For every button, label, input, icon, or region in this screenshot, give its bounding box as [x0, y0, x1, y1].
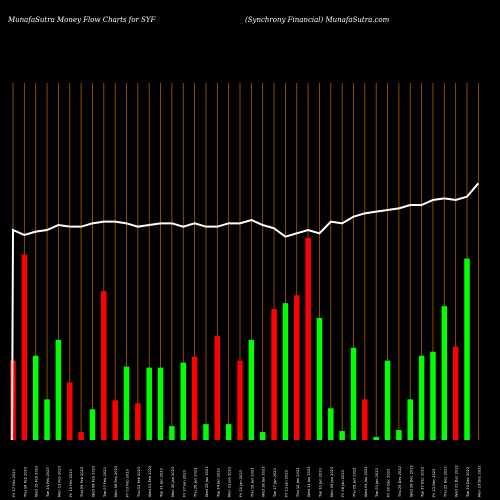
bar-mark — [44, 399, 50, 440]
bar-mark — [407, 399, 413, 440]
bar-mark — [316, 318, 323, 440]
bar-mark — [464, 258, 470, 440]
x-tick-label: Thu 02 Feb 2023 — [137, 467, 141, 498]
x-tick-label: Wed 25 Jan 2023 — [205, 466, 209, 497]
bar-mark — [78, 432, 84, 440]
x-tick-label: Tue 27 Dec 2022 — [421, 467, 425, 498]
x-tick-label: Fri 10 Feb 2023 — [69, 469, 73, 497]
bar-mark — [237, 360, 243, 440]
bar-mark — [248, 339, 255, 440]
bar-mark — [135, 403, 141, 440]
x-tick-label: Wed 01 Feb 2023 — [148, 466, 152, 497]
x-tick-label: Wed 11 Jan 2023 — [307, 466, 311, 497]
x-tick-label: Thu 09 Feb 2023 — [80, 467, 84, 498]
bar-mark — [89, 409, 96, 440]
x-tick-label: Thu 05 Jan 2023 — [353, 468, 357, 498]
x-tick-label: Fri 30 Dec 2022 — [387, 469, 391, 497]
x-tick-label: Mon 06 Feb 2023 — [114, 466, 118, 497]
x-tick-label: Fri 17 Feb 2023 — [12, 469, 16, 497]
x-tick-label: Thu 22 Dec 2022 — [443, 466, 447, 498]
bar-mark — [180, 362, 186, 440]
x-tick-label: Mon 23 Jan 2023 — [228, 467, 232, 497]
bar-mark — [259, 432, 266, 440]
bar-mark — [191, 356, 198, 440]
bar-mark — [305, 237, 311, 440]
x-tick-label: Wed 18 Jan 2023 — [262, 466, 266, 497]
bar-mark — [362, 399, 368, 440]
bar-mark — [328, 408, 334, 440]
bar-mark — [32, 355, 39, 440]
bar-mark — [396, 430, 402, 440]
x-tick-label: Thu 26 Jan 2023 — [194, 468, 198, 498]
bar-mark — [225, 424, 232, 440]
x-tick-label: Tue 24 Jan 2023 — [216, 468, 220, 498]
chart-subtitle: (Synchrony Financial) MunafaSutra.com — [245, 16, 390, 24]
x-tick-label: Tue 14 Feb 2023 — [46, 467, 50, 498]
x-tick-label: Wed 04 Jan 2023 — [364, 466, 368, 497]
bar-series — [10, 237, 470, 440]
bar-mark — [373, 437, 379, 440]
bar-mark — [112, 400, 118, 440]
x-tick-label: Tue 17 Jan 2023 — [273, 468, 277, 498]
x-tick-label: Fri 20 Jan 2023 — [239, 470, 243, 497]
bar-mark — [282, 303, 289, 440]
x-tick-label: Mon 19 Dec 2022 — [477, 465, 481, 497]
bar-mark — [430, 351, 436, 440]
x-tick-label: Tue 31 Jan 2023 — [160, 468, 164, 498]
x-tick-label: Mon 30 Jan 2023 — [171, 467, 175, 497]
x-tick-label: Fri 06 Jan 2023 — [341, 470, 345, 497]
bar-mark — [55, 339, 62, 440]
x-tick-label: Fri 23 Dec 2022 — [432, 469, 436, 497]
x-tick-label: Thu 16 Feb 2023 — [23, 467, 27, 498]
x-tick-label: Wed 21 Dec 2022 — [455, 465, 459, 497]
bar-mark — [271, 309, 277, 440]
bar-mark — [294, 295, 300, 440]
x-tick-labels: Fri 17 Feb 2023 Thu 16 Feb 2023 Wed 15 Feb… — [12, 465, 481, 498]
bar-mark — [339, 431, 345, 440]
x-tick-label: Thu 29 Dec 2022 — [398, 466, 402, 498]
bar-mark — [418, 355, 425, 440]
x-tick-label: Wed 15 Feb 2023 — [35, 466, 39, 497]
bar-mark — [123, 366, 130, 440]
x-tick-label: Thu 19 Jan 2023 — [250, 468, 254, 498]
x-tick-label: Tue 03 Jan 2023 — [375, 468, 379, 498]
bar-mark — [214, 335, 221, 440]
price-line-series — [11, 182, 480, 441]
x-tick-label: Thu 12 Jan 2023 — [296, 468, 300, 498]
x-tick-label: Mon 09 Jan 2023 — [330, 467, 334, 497]
x-tick-label: Wed 08 Feb 2023 — [91, 466, 95, 497]
bar-mark — [441, 306, 448, 440]
x-tick-label: Fri 03 Feb 2023 — [126, 469, 130, 497]
bar-mark — [146, 367, 152, 440]
x-tick-label: Tue 10 Jan 2023 — [318, 468, 322, 498]
bar-mark — [21, 254, 28, 440]
x-tick-label: Fri 13 Jan 2023 — [284, 470, 288, 497]
bar-mark — [169, 426, 175, 440]
chart-title: MunafaSutra Money Flow Charts for SYF — [8, 16, 156, 24]
bar-mark — [157, 367, 164, 440]
x-tick-label: Tue 20 Dec 2022 — [466, 467, 470, 498]
bar-mark — [203, 424, 209, 440]
bar-mark — [101, 291, 107, 440]
x-tick-label: Fri 27 Jan 2023 — [182, 470, 186, 497]
x-tick-label: Mon 13 Feb 2023 — [57, 466, 61, 497]
x-tick-label: Wed 28 Dec 2022 — [409, 465, 413, 497]
bar-mark — [350, 347, 357, 440]
bar-mark — [452, 346, 459, 440]
grid-lines — [12, 83, 479, 440]
bar-mark — [384, 360, 391, 440]
bar-mark — [67, 382, 73, 440]
price-line — [11, 182, 480, 441]
x-tick-label: Tue 07 Feb 2023 — [103, 467, 107, 498]
